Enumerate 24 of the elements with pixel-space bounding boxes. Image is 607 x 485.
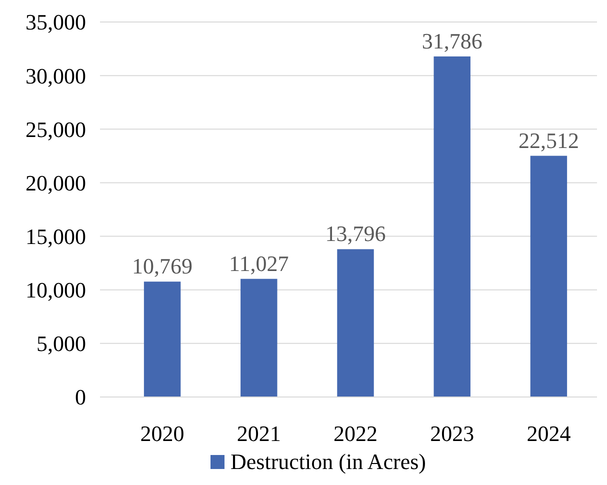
bar	[240, 278, 278, 397]
x-tick-label: 2024	[526, 421, 571, 446]
bar	[337, 249, 374, 397]
bar	[530, 156, 568, 397]
x-tick-label: 2023	[430, 421, 474, 446]
x-tick-label: 2022	[334, 421, 378, 446]
y-tick-label: 0	[75, 384, 86, 410]
data-label: 22,512	[518, 128, 579, 153]
bar	[144, 282, 181, 397]
data-label: 31,786	[422, 28, 482, 54]
y-tick-label: 20,000	[26, 170, 86, 196]
bar	[434, 56, 470, 397]
y-tick-label: 5,000	[36, 331, 86, 356]
data-label: 13,796	[325, 221, 386, 246]
x-tick-label: 2020	[140, 421, 184, 446]
data-label: 10,769	[132, 254, 193, 279]
y-tick-label: 10,000	[26, 278, 86, 303]
x-tick-label: 2021	[236, 421, 281, 446]
y-tick-label: 25,000	[26, 116, 86, 142]
legend-label: Destruction (in Acres)	[230, 449, 426, 474]
y-tick-label: 15,000	[26, 224, 86, 249]
y-tick-label: 35,000	[26, 10, 86, 35]
data-label: 11,027	[229, 250, 289, 276]
y-tick-label: 30,000	[26, 63, 86, 88]
